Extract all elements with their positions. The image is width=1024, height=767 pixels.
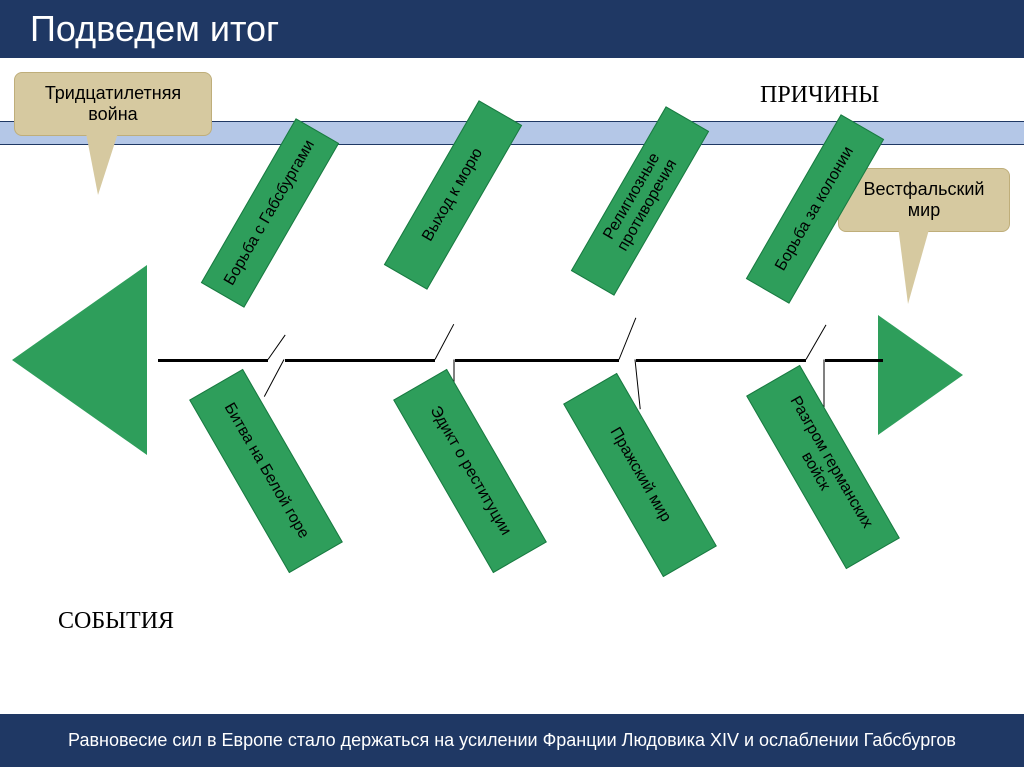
fish-tail-arrow: [878, 315, 963, 435]
spine-segment: [285, 359, 435, 362]
callout-left-text: Тридцатилетняя война: [45, 83, 181, 124]
causes-label: ПРИЧИНЫ: [760, 82, 879, 109]
callout-right-pointer: [898, 226, 930, 304]
footer-text: Равновесие сил в Европе стало держаться …: [0, 714, 1024, 767]
connector: [635, 359, 641, 409]
event-bone: Эдикт о реституции: [393, 369, 547, 573]
connector: [435, 324, 455, 360]
spine-segment: [825, 359, 883, 362]
callout-left: Тридцатилетняя война: [14, 72, 212, 136]
diagram-area: ПРИЧИНЫ СОБЫТИЯ Тридцатилетняя война Вес…: [0, 58, 1024, 678]
callout-right-text: Вестфальский мир: [864, 179, 985, 220]
callout-right: Вестфальский мир: [838, 168, 1010, 232]
events-label: СОБЫТИЯ: [58, 608, 174, 635]
fish-head-arrow: [12, 265, 147, 455]
connector: [806, 325, 827, 360]
connector: [268, 335, 286, 360]
callout-left-pointer: [86, 133, 118, 195]
cause-bone: Борьба с Габсбургами: [201, 118, 339, 308]
spine-segment: [455, 359, 619, 362]
connector: [264, 359, 285, 397]
spine-segment: [158, 359, 268, 362]
slide-title: Подведем итог: [0, 0, 1024, 58]
connector: [619, 318, 637, 360]
connector: [824, 360, 825, 410]
event-bone: Битва на Белой горе: [189, 369, 343, 573]
spine-segment: [636, 359, 806, 362]
